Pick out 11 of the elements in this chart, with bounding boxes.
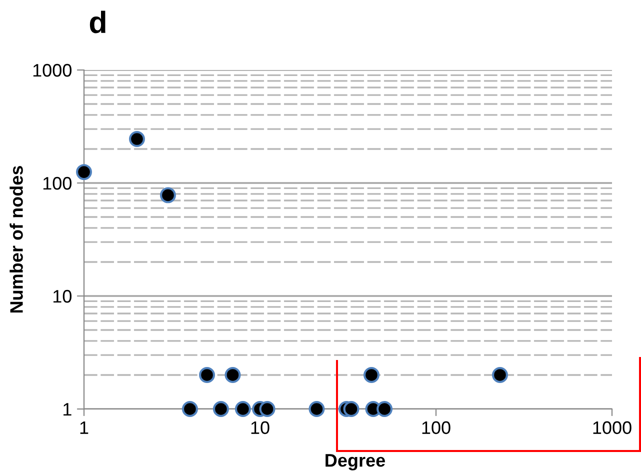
x-tick-label: 1000 bbox=[593, 421, 632, 434]
chart-title: d bbox=[90, 10, 106, 34]
x-tick-label: 10 bbox=[251, 421, 270, 434]
y-tick-label: 1 bbox=[64, 403, 72, 416]
x-tick-label: 100 bbox=[422, 421, 450, 434]
y-tick-label: 10 bbox=[53, 290, 72, 303]
y-tick-label: 100 bbox=[43, 176, 72, 190]
y-tick-label: 1000 bbox=[33, 64, 72, 77]
x-tick-label: 1 bbox=[80, 421, 88, 434]
y-axis-title: Number of nodes bbox=[10, 166, 23, 313]
x-axis-title: Degree bbox=[326, 454, 385, 470]
